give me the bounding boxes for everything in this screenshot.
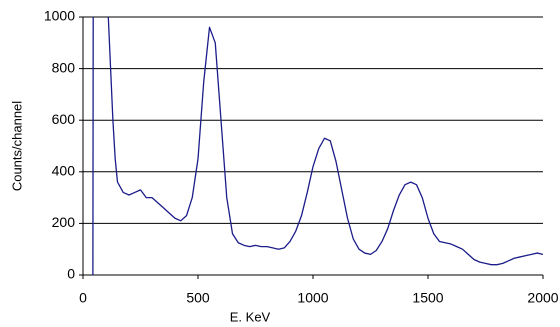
y-tick-label: 800 [52, 59, 76, 75]
x-axis-label: E. KeV [230, 309, 271, 324]
x-tick-label: 0 [79, 290, 87, 306]
x-tick-label: 500 [186, 290, 210, 306]
series-line [92, 17, 543, 275]
y-axis-label: Counts/channel [9, 101, 24, 191]
x-tick-label: 1500 [412, 290, 443, 306]
y-tick-label: 600 [52, 111, 76, 127]
y-tick-label: 1000 [44, 8, 75, 24]
x-tick-label: 1000 [297, 290, 328, 306]
y-tick-label: 200 [52, 214, 76, 230]
y-tick-label: 400 [52, 163, 76, 179]
y-tick-label: 0 [67, 266, 75, 282]
x-tick-label: 2000 [527, 290, 558, 306]
plot-area [92, 17, 543, 275]
